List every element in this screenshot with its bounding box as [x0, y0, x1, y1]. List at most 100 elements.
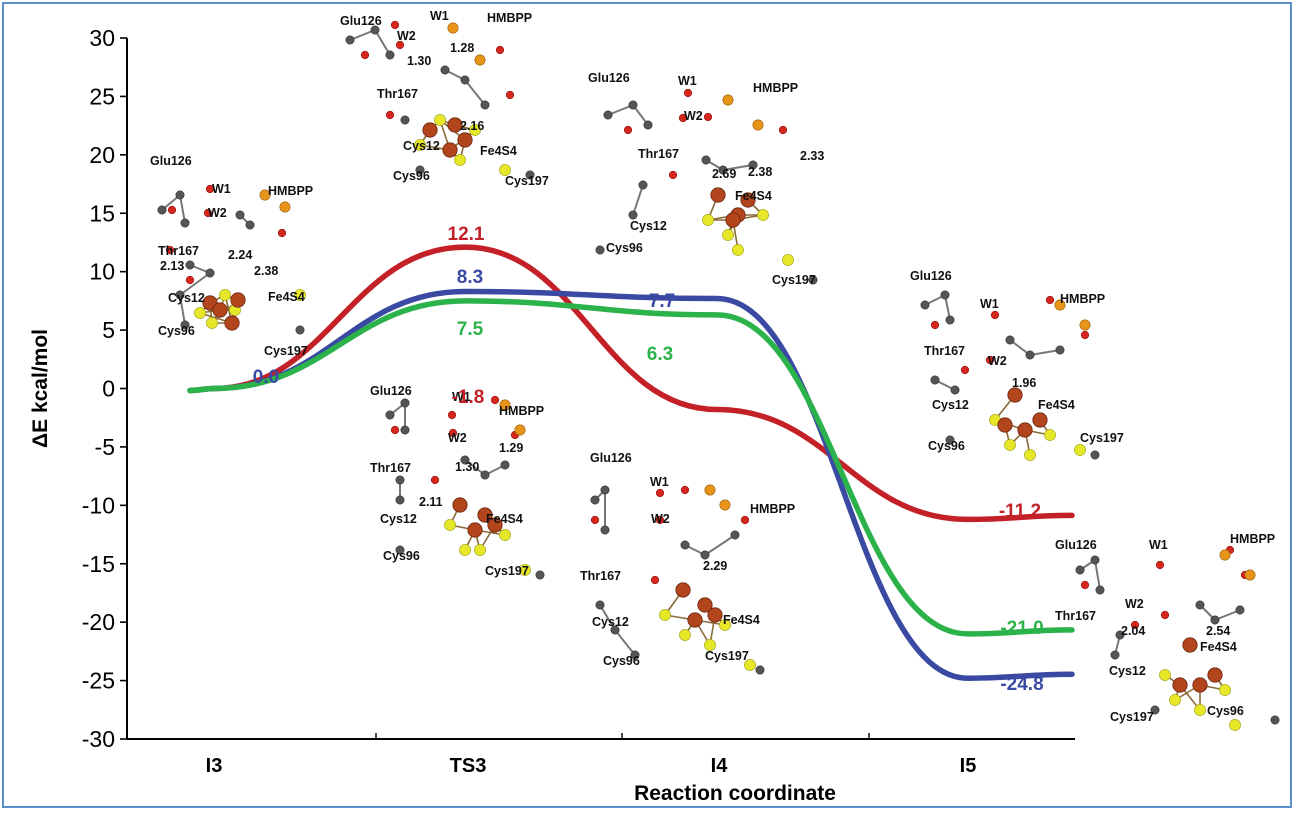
phosphorus-atom: [259, 189, 271, 201]
x-tick-label: I4: [711, 755, 729, 777]
sulfur-atom: [444, 519, 456, 531]
oxygen-atom: [703, 112, 713, 122]
bond: [1029, 349, 1061, 356]
oxygen-atom: [203, 208, 213, 218]
carbon-atom: [945, 315, 955, 325]
sulfur-atom: [499, 529, 511, 541]
structure-label: W1: [430, 9, 449, 23]
iron-atom: [1172, 677, 1188, 693]
carbon-atom: [1270, 715, 1280, 725]
sulfur-atom: [704, 639, 716, 651]
y-tick-label: -15: [82, 551, 115, 577]
structure-i5-bottom: Glu126 W1 HMBPP Thr167 W2 2.04 2.54 Fe4S4 Cys12 C…: [1055, 532, 1280, 731]
iron-atom: [710, 187, 726, 203]
structure-label: Fe4S4: [735, 189, 772, 203]
structure-label: Cys197: [1110, 710, 1154, 724]
oxygen-atom: [390, 20, 400, 30]
carbon-atom: [1150, 705, 1160, 715]
sulfur-atom: [1229, 719, 1241, 731]
iron-atom: [1007, 387, 1023, 403]
bond: [1094, 559, 1101, 591]
oxygen-atom: [165, 245, 175, 255]
oxygen-atom: [490, 395, 500, 405]
sulfur-atom: [206, 317, 218, 329]
oxygen-atom: [277, 228, 287, 238]
y-tick-label: 15: [89, 200, 115, 226]
structure-label: Cys197: [505, 174, 549, 188]
structure-label: HMBPP: [1060, 292, 1105, 306]
carbon-atom: [945, 435, 955, 445]
bond: [374, 29, 391, 56]
oxygen-atom: [740, 515, 750, 525]
structure-label: 2.04: [1121, 624, 1145, 638]
curves: [187, 244, 1075, 681]
oxygen-atom: [385, 110, 395, 120]
sulfur-atom: [474, 544, 486, 556]
axes: 30 25 20 15 10 5 0 -5 -10 -15 -20 -25 -30 I3 TS3 I4 I5: [82, 25, 1075, 777]
structure-label: Fe4S4: [480, 144, 517, 158]
structure-label: W2: [1125, 597, 1144, 611]
iron-atom: [1017, 422, 1033, 438]
structure-label: W1: [678, 74, 697, 88]
carbon-atom: [638, 180, 648, 190]
structure-label: W2: [397, 29, 416, 43]
structure-label: W1: [452, 390, 471, 404]
iron-atom: [212, 302, 228, 318]
oxygen-atom: [1080, 330, 1090, 340]
carbon-atom: [395, 475, 405, 485]
data-label: -24.8: [1000, 674, 1043, 695]
phosphorus-atom: [704, 484, 716, 496]
y-tick-label: -20: [82, 609, 115, 635]
carbon-atom: [395, 545, 405, 555]
carbon-atom: [415, 165, 425, 175]
carbon-atom: [700, 550, 710, 560]
structure-label: Cys197: [264, 344, 308, 358]
y-tick-label: 10: [89, 259, 115, 285]
carbon-atom: [595, 245, 605, 255]
carbon-atom: [295, 325, 305, 335]
data-label: -11.2: [999, 501, 1041, 522]
carbon-atom: [718, 165, 728, 175]
y-tick-label: -10: [82, 492, 115, 518]
oxygen-atom: [778, 125, 788, 135]
structure-label: W2: [208, 206, 227, 220]
carbon-atom: [930, 375, 940, 385]
structure-label: Thr167: [158, 244, 199, 258]
sulfur-atom: [1194, 704, 1206, 716]
structure-label: 1.96: [1012, 376, 1036, 390]
iron-atom: [487, 517, 503, 533]
oxygen-atom: [205, 184, 215, 194]
iron-atom: [687, 612, 703, 628]
carbon-atom: [628, 100, 638, 110]
iron-atom: [997, 417, 1013, 433]
structure-label: Cys197: [485, 564, 529, 578]
carbon-atom: [630, 650, 640, 660]
structure-label: Thr167: [1055, 609, 1096, 623]
structure-label: W2: [651, 512, 670, 526]
oxygen-atom: [930, 320, 940, 330]
x-tick-label: I5: [960, 755, 977, 777]
bond: [464, 79, 486, 106]
oxygen-atom: [185, 275, 195, 285]
oxygen-atom: [668, 170, 678, 180]
data-label: -21.0: [1000, 618, 1043, 639]
carbon-atom: [1075, 565, 1085, 575]
structure-label: 2.69: [712, 167, 736, 181]
structure-label: Cys96: [603, 654, 640, 668]
phosphorus-atom: [447, 22, 459, 34]
structure-label: Fe4S4: [486, 512, 523, 526]
iron-atom: [467, 522, 483, 538]
structure-label: Glu126: [150, 154, 192, 168]
sulfur-atom: [722, 229, 734, 241]
structure-i4-top: Glu126 W1 W2 HMBPP Thr167 2.33 2.69 2.38 Fe4S4 Cy…: [588, 71, 824, 287]
phosphorus-atom: [499, 399, 511, 411]
sulfur-atom: [659, 609, 671, 621]
carbon-atom: [628, 210, 638, 220]
structure-i5-top: Glu126 W1 HMBPP Thr167 W2 1.96 Cys12 Fe4S4 Cys96…: [910, 269, 1124, 461]
iron-atom: [1207, 667, 1223, 683]
bond: [179, 194, 186, 224]
sulfur-atom: [1004, 439, 1016, 451]
structure-label: HMBPP: [499, 404, 544, 418]
sulfur-atom: [719, 619, 731, 631]
oxygen-atom: [360, 50, 370, 60]
